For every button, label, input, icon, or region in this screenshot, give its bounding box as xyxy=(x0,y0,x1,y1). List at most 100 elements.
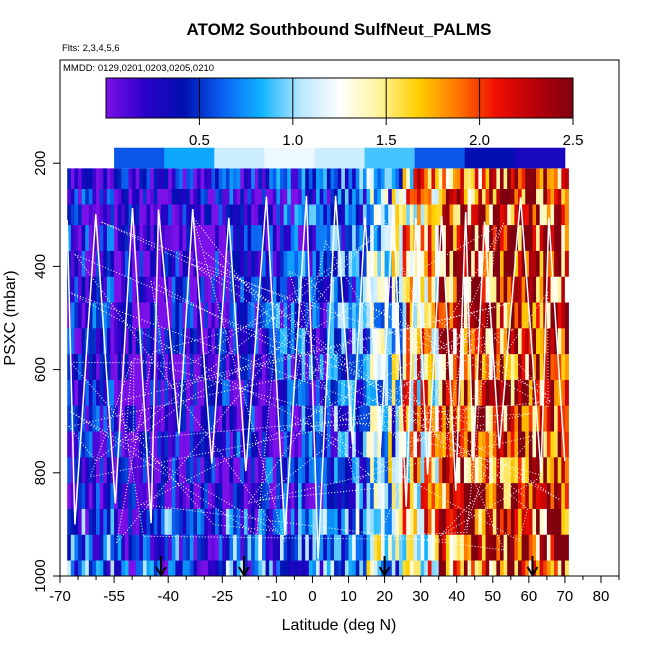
heatmap-cell xyxy=(344,405,349,432)
heatmap-cell xyxy=(518,250,523,278)
heatmap-cell xyxy=(409,560,414,576)
heatmap-cell xyxy=(557,225,562,252)
heatmap-cell xyxy=(92,483,97,510)
heatmap-cell xyxy=(478,457,483,484)
heatmap-cell xyxy=(193,405,198,432)
heatmap-cell xyxy=(399,483,404,510)
heatmap-cell xyxy=(114,250,119,278)
heatmap-cell xyxy=(478,508,483,536)
heatmap-cell xyxy=(518,302,523,329)
heatmap-cell xyxy=(189,405,194,432)
heatmap-cell xyxy=(290,189,295,205)
heatmap-cell xyxy=(438,204,443,226)
heatmap-cell xyxy=(175,250,180,278)
heatmap-cell xyxy=(254,354,259,381)
heatmap-cell xyxy=(200,276,205,303)
heatmap-cell xyxy=(420,457,425,484)
heatmap-cell xyxy=(207,276,212,303)
heatmap-cell xyxy=(453,302,458,329)
heatmap-cell xyxy=(193,508,198,536)
heatmap-cell xyxy=(507,354,512,381)
heatmap-cell xyxy=(92,431,97,458)
heatmap-cell xyxy=(362,328,367,355)
heatmap-cell xyxy=(532,328,537,355)
heatmap-cell xyxy=(251,225,256,252)
x-tick-label: -10 xyxy=(266,588,288,605)
heatmap-cell xyxy=(499,354,504,381)
heatmap-cell xyxy=(251,431,256,458)
heatmap-cell xyxy=(258,276,263,303)
heatmap-cell xyxy=(207,189,212,205)
heatmap-cell xyxy=(197,354,202,381)
heatmap-cell xyxy=(114,225,119,252)
heatmap-cell xyxy=(132,204,137,226)
heatmap-cell xyxy=(435,204,440,226)
heatmap-cell xyxy=(384,483,389,510)
heatmap-cell xyxy=(110,431,115,458)
heatmap-cell xyxy=(139,250,144,278)
heatmap-cell xyxy=(96,302,101,329)
heatmap-cell xyxy=(453,508,458,536)
heatmap-cell xyxy=(525,431,530,458)
heatmap-cell xyxy=(554,168,559,190)
heatmap-cell xyxy=(168,508,173,536)
heatmap-cell xyxy=(453,354,458,381)
heatmap-cell xyxy=(225,483,230,510)
heatmap-cell xyxy=(204,560,209,576)
heatmap-cell xyxy=(532,168,537,190)
heatmap-cell xyxy=(78,328,83,355)
heatmap-cell xyxy=(128,354,133,381)
heatmap-cell xyxy=(294,168,299,190)
heatmap-cell xyxy=(251,379,256,407)
heatmap-cell xyxy=(424,560,429,576)
heatmap-cell xyxy=(139,483,144,510)
heatmap-cell xyxy=(525,328,530,355)
x-tick-label: 30 xyxy=(412,588,429,605)
heatmap-cell xyxy=(435,225,440,252)
heatmap-cell xyxy=(377,431,382,458)
heatmap-cell xyxy=(294,189,299,205)
heatmap-cell xyxy=(481,204,486,226)
heatmap-cell xyxy=(294,431,299,458)
heatmap-cell xyxy=(377,276,382,303)
heatmap-cell xyxy=(229,354,234,381)
heatmap-cell xyxy=(456,457,461,484)
heatmap-cell xyxy=(218,354,223,381)
heatmap-cell xyxy=(499,168,504,190)
heatmap-cell xyxy=(319,354,324,381)
heatmap-cell xyxy=(272,225,277,252)
heatmap-cell xyxy=(449,457,454,484)
heatmap-cell xyxy=(474,204,479,226)
heatmap-cell xyxy=(236,189,241,205)
heatmap-cell xyxy=(106,534,111,561)
heatmap-cell xyxy=(507,534,512,561)
heatmap-cell xyxy=(539,560,544,576)
heatmap-cell xyxy=(485,405,490,432)
heatmap-cell xyxy=(215,534,220,561)
heatmap-cell xyxy=(536,560,541,576)
heatmap-cell xyxy=(337,405,342,432)
heatmap-cell xyxy=(496,405,501,432)
heatmap-cell xyxy=(276,189,281,205)
heatmap-cell xyxy=(391,250,396,278)
heatmap-cell xyxy=(81,204,86,226)
heatmap-cell xyxy=(489,508,494,536)
heatmap-cell xyxy=(326,168,331,190)
heatmap-cell xyxy=(536,431,541,458)
heatmap-cell xyxy=(175,431,180,458)
heatmap-cell xyxy=(478,431,483,458)
heatmap-cell xyxy=(503,405,508,432)
y-tick-label: 1000 xyxy=(32,559,49,592)
heatmap-cell xyxy=(417,302,422,329)
heatmap-cell xyxy=(471,276,476,303)
heatmap-cell xyxy=(485,354,490,381)
heatmap-cell xyxy=(344,379,349,407)
heatmap-cell xyxy=(557,302,562,329)
heatmap-cell xyxy=(128,405,133,432)
heatmap-cell xyxy=(330,276,335,303)
heatmap-cell xyxy=(456,250,461,278)
heatmap-cell xyxy=(85,379,90,407)
heatmap-cell xyxy=(435,354,440,381)
heatmap-cell xyxy=(377,328,382,355)
heatmap-cell xyxy=(456,328,461,355)
